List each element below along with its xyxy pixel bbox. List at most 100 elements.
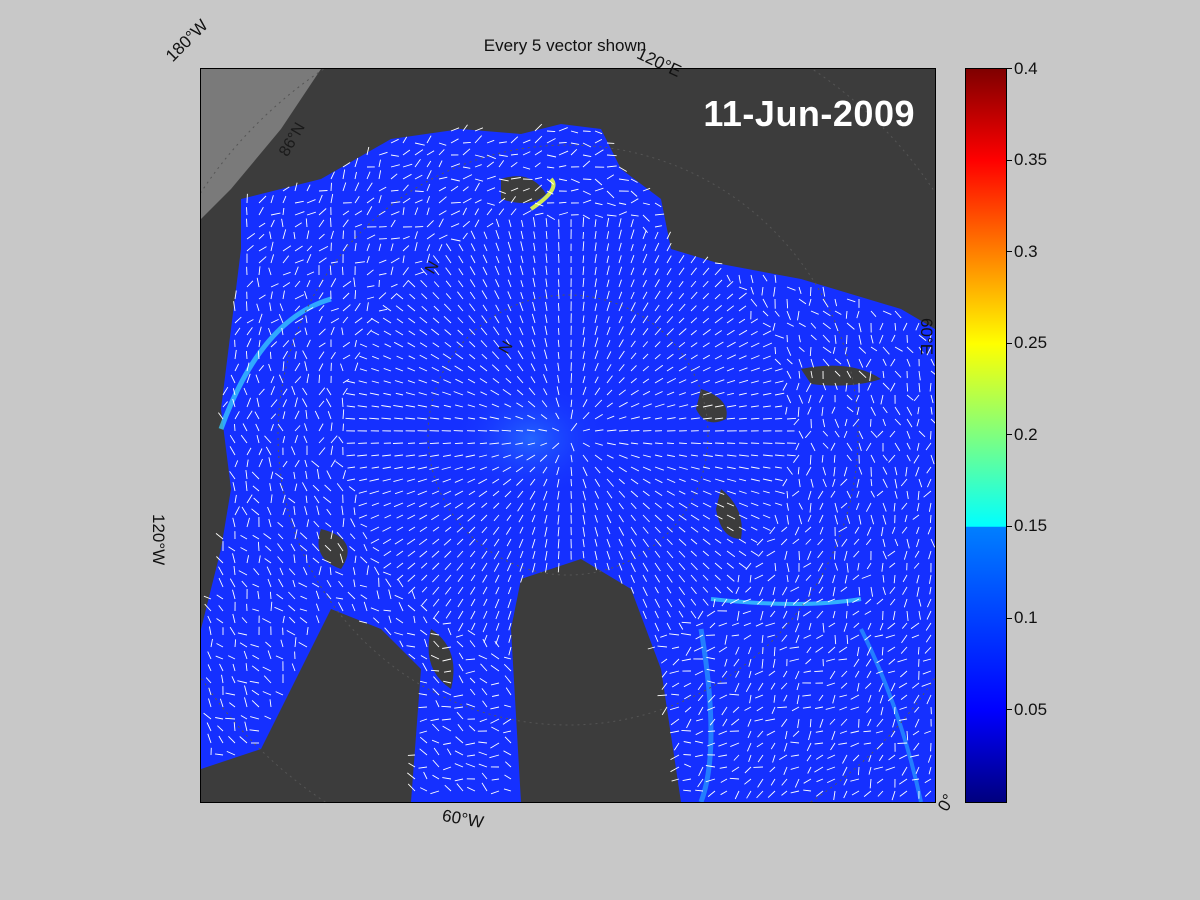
drift-vector (815, 754, 824, 760)
drift-vector (229, 578, 236, 588)
drift-vector (773, 286, 776, 297)
drift-vector (544, 514, 548, 524)
drift-vector (865, 658, 872, 667)
drift-vector (774, 454, 785, 457)
drift-vector (709, 718, 716, 726)
drift-vector (382, 317, 392, 324)
drift-vector (742, 610, 752, 615)
drift-vector (714, 330, 722, 336)
drift-vector (456, 341, 464, 348)
drift-vector (582, 538, 585, 548)
drift-vector (779, 646, 788, 651)
drift-vector (726, 586, 734, 593)
drift-vector (406, 538, 416, 545)
drift-vector (341, 266, 344, 276)
drift-vector (852, 598, 860, 603)
drift-vector (507, 241, 512, 252)
drift-vector (774, 490, 785, 495)
drift-vector (582, 217, 585, 228)
drift-vector (454, 490, 464, 496)
drift-vector (900, 694, 908, 700)
drift-vector (306, 211, 316, 216)
drift-vector (462, 124, 468, 132)
drift-vector (441, 365, 452, 372)
drift-vector (683, 789, 692, 792)
drift-vector (478, 478, 488, 485)
drift-vector (726, 392, 735, 396)
drift-vector (558, 127, 568, 132)
drift-vector (809, 286, 812, 297)
drift-vector (738, 286, 748, 291)
drift-vector (852, 754, 860, 762)
drift-vector (850, 742, 860, 748)
drift-vector (279, 567, 284, 576)
drift-vector (690, 291, 698, 300)
drift-vector (481, 550, 488, 559)
drift-vector (690, 404, 699, 408)
drift-vector (481, 772, 488, 780)
drift-vector (381, 405, 392, 408)
drift-vector (281, 327, 284, 336)
drift-vector (606, 290, 610, 300)
drift-vector (252, 534, 260, 540)
drift-vector (669, 670, 680, 674)
drift-vector (229, 471, 236, 480)
drift-vector (912, 514, 920, 520)
drift-vector (546, 214, 556, 220)
drift-vector (341, 397, 344, 408)
drift-vector (915, 466, 920, 477)
drift-vector (556, 466, 560, 476)
drift-vector (726, 454, 737, 457)
drift-vector (264, 715, 272, 720)
drift-vector (510, 187, 519, 192)
drift-vector (810, 358, 815, 368)
drift-vector (358, 380, 368, 384)
drift-vector (790, 754, 800, 757)
drift-vector (330, 352, 336, 360)
drift-vector (766, 730, 776, 736)
drift-vector (726, 329, 735, 336)
drift-vector (366, 256, 370, 264)
drift-vector (306, 245, 313, 252)
drift-vector (697, 682, 704, 691)
drift-vector (899, 706, 908, 710)
drift-vector (642, 502, 650, 510)
drift-vector (390, 173, 398, 180)
drift-vector (913, 742, 920, 751)
drift-vector (678, 379, 687, 384)
latitude-circle (277, 144, 859, 726)
drift-vector (305, 218, 308, 228)
drift-vector (582, 514, 586, 525)
drift-vector (698, 706, 704, 716)
drift-vector (450, 163, 461, 168)
drift-vector (225, 692, 236, 696)
drift-vector (839, 694, 848, 698)
drift-vector (492, 490, 500, 497)
drift-vector (707, 680, 716, 684)
drift-vector (594, 267, 597, 276)
drift-vector (369, 392, 380, 396)
drift-vector (442, 454, 452, 457)
drift-vector (340, 363, 344, 372)
drift-vector (707, 742, 716, 747)
drift-vector (532, 301, 536, 312)
drift-vector (454, 466, 464, 470)
drift-vector (642, 466, 652, 471)
drift-vector (457, 610, 464, 620)
drift-vector (690, 598, 697, 606)
drift-vector (294, 410, 300, 420)
drift-vector (402, 184, 409, 192)
drift-vector (647, 646, 656, 650)
drift-vector (702, 478, 711, 482)
drift-vector (654, 634, 659, 642)
drift-vector (408, 355, 416, 360)
drift-vector (606, 174, 615, 180)
drift-vector (594, 130, 603, 135)
drift-vector (251, 665, 260, 672)
drift-vector (738, 342, 749, 348)
drift-vector (302, 387, 308, 396)
drift-vector (754, 670, 764, 676)
drift-vector (519, 526, 524, 534)
drift-vector (770, 742, 776, 750)
drift-vector (357, 405, 368, 408)
